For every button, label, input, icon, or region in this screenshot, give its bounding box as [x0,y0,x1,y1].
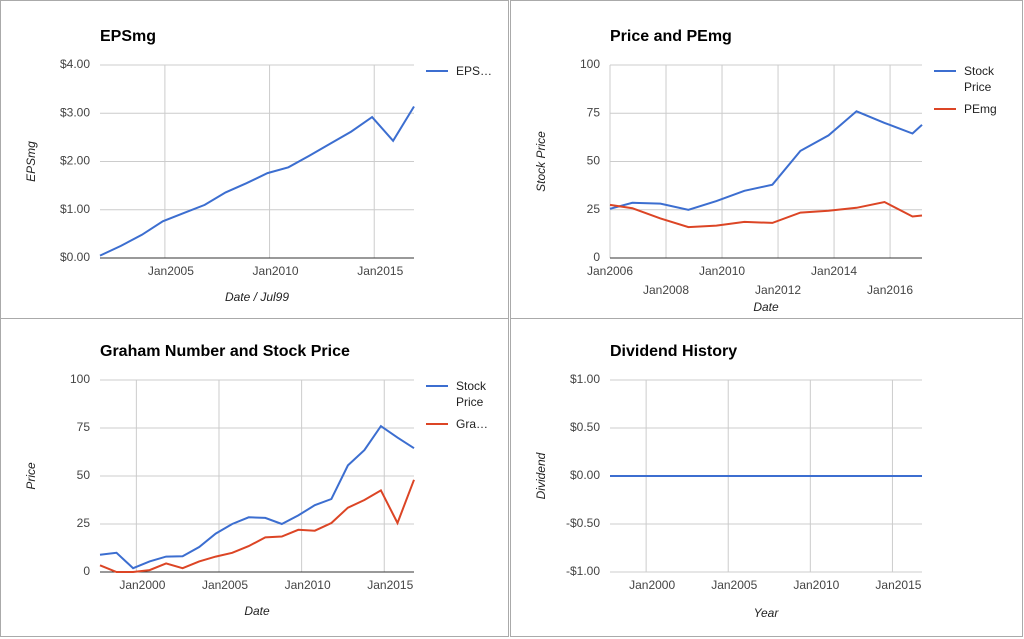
panel-border [0,318,509,637]
x-axis-title: Date [244,604,270,618]
y-tick-label: 0 [83,564,90,578]
y-tick-label: 25 [587,202,601,216]
y-tick-label: $2.00 [60,154,90,168]
legend-item: Gra… [426,416,512,432]
legend: Stock Price Gra… [426,378,512,432]
y-tick-label: 100 [70,372,90,386]
legend-swatch [426,385,448,387]
y-axis-title: Stock Price [534,131,548,192]
legend-item: PEmg [934,101,1020,117]
series-line [609,110,923,211]
legend-swatch [426,70,448,72]
legend: EPS… [426,63,512,79]
y-tick-label: $1.00 [60,202,90,216]
y-tick-label: $3.00 [60,105,90,119]
legend-box: Stock Price PEmg [934,63,1020,117]
y-tick-label: 25 [77,516,91,530]
x-tick-label: Jan2016 [867,283,913,297]
y-tick-label: -$0.50 [566,516,600,530]
chart-title: EPSmg [100,28,156,45]
chart-title: Dividend History [610,343,737,360]
y-tick-label: $0.00 [60,250,90,264]
legend-label: Stock Price [456,379,487,409]
x-tick-label: Jan2010 [253,264,299,278]
chart-title: Price and PEmg [610,28,732,45]
legend-item: Stock Price [934,63,1020,95]
series-line [99,105,415,257]
chart-title: Graham Number and Stock Price [100,343,350,360]
x-tick-label: Jan2012 [755,283,801,297]
y-axis-title: Price [24,462,38,490]
x-tick-label: Jan2005 [202,578,248,592]
y-tick-label: $0.00 [570,468,600,482]
legend-swatch [934,108,956,110]
y-axis-title: Dividend [534,452,548,499]
x-tick-label: Jan2006 [587,264,633,278]
x-tick-label: Jan2005 [711,578,757,592]
x-tick-label: Jan2000 [629,578,675,592]
legend: Stock Price PEmg [934,63,1020,117]
legend-label: PEmg [964,102,997,116]
y-tick-label: $1.00 [570,372,600,386]
y-tick-label: -$1.00 [566,564,600,578]
x-axis-title: Year [754,606,780,620]
legend-box: EPS… [426,63,512,79]
x-tick-label: Jan2010 [699,264,745,278]
x-tick-label: Jan2000 [119,578,165,592]
y-axis-title: EPSmg [24,141,38,182]
y-tick-label: $0.50 [570,420,600,434]
panel-border [510,318,1023,637]
y-tick-label: 50 [77,468,91,482]
x-tick-label: Jan2010 [285,578,331,592]
series-line [609,200,923,229]
legend-label: Stock Price [964,64,995,94]
legend-label: Gra… [456,417,489,431]
y-tick-label: 75 [587,105,601,119]
x-tick-label: Jan2014 [811,264,857,278]
x-axis-title: Date [753,300,779,314]
y-tick-label: $4.00 [60,57,90,71]
y-tick-label: 50 [587,154,601,168]
legend-item: Stock Price [426,378,512,410]
legend-swatch [426,423,448,425]
legend-label: EPS… [456,64,493,78]
x-tick-label: Jan2015 [875,578,921,592]
x-tick-label: Jan2010 [793,578,839,592]
x-axis-title: Date / Jul99 [225,290,289,304]
x-tick-label: Jan2015 [357,264,403,278]
y-tick-label: 75 [77,420,91,434]
x-tick-label: Jan2008 [643,283,689,297]
x-tick-label: Jan2005 [148,264,194,278]
legend-swatch [934,70,956,72]
y-tick-label: 100 [580,57,600,71]
y-tick-label: 0 [593,250,600,264]
legend-item: EPS… [426,63,512,79]
x-tick-label: Jan2015 [367,578,413,592]
series-line [99,479,415,573]
legend-box: Stock Price Gra… [426,378,512,432]
series-line [99,424,415,570]
